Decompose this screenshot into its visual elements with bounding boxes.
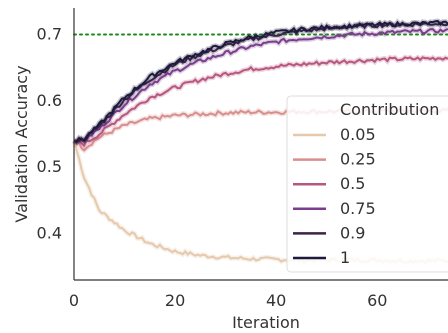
x-tick-label: 20 bbox=[165, 291, 185, 310]
y-tick-label: 0.6 bbox=[37, 91, 62, 110]
x-axis-label: Iteration bbox=[232, 313, 300, 332]
series-line-0.5 bbox=[73, 56, 448, 148]
series-line-0.75 bbox=[73, 27, 448, 145]
y-axis-label: Validation Accuracy bbox=[12, 65, 31, 222]
legend-entry-label: 0.05 bbox=[340, 125, 376, 144]
legend-entry-label: 0.75 bbox=[340, 199, 376, 218]
legend-title: Contribution bbox=[340, 100, 439, 119]
legend-entry-label: 0.5 bbox=[340, 174, 365, 193]
legend-box bbox=[286, 95, 448, 273]
axes: 0 20 40 60 0.4 0.5 0.6 0.7 Iteration Validation A… bbox=[12, 8, 448, 332]
legend-entry-label: 0.9 bbox=[340, 223, 365, 242]
series-line-1 bbox=[73, 20, 448, 143]
legend: Contribution 0.05 0.25 0.5 0.75 0.9 1 bbox=[286, 95, 448, 273]
legend-entry-label: 1 bbox=[340, 248, 350, 267]
y-tick-label: 0.7 bbox=[37, 25, 62, 44]
y-tick-label: 0.4 bbox=[37, 224, 62, 243]
y-tick-label: 0.5 bbox=[37, 157, 62, 176]
x-tick-label: 60 bbox=[367, 291, 387, 310]
legend-entry-label: 0.25 bbox=[340, 150, 376, 169]
x-tick-label: 40 bbox=[266, 291, 286, 310]
x-tick-label: 0 bbox=[69, 291, 79, 310]
plot-area bbox=[71, 18, 448, 266]
